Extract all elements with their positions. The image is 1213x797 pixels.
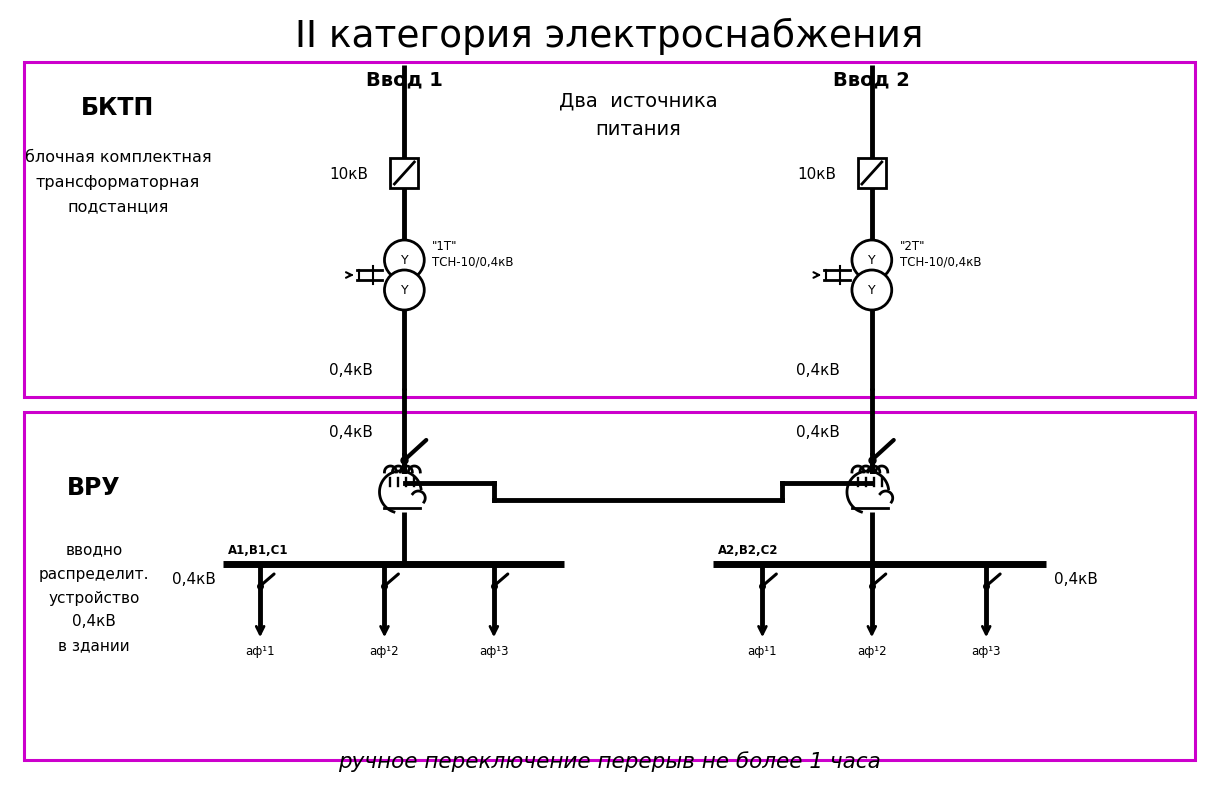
Text: "2Т"
ТСН-10/0,4кВ: "2Т" ТСН-10/0,4кВ — [900, 240, 981, 268]
Text: аф¹3: аф¹3 — [479, 645, 508, 658]
Text: блочная комплектная
трансформаторная
подстанция: блочная комплектная трансформаторная под… — [24, 150, 211, 214]
Bar — [24, 412, 1195, 760]
Text: Два  источника
питания: Два источника питания — [559, 92, 717, 139]
Text: 0,4кВ: 0,4кВ — [171, 572, 216, 587]
Text: ВРУ: ВРУ — [67, 476, 121, 500]
Text: Ввод 2: Ввод 2 — [833, 70, 910, 89]
Text: аф¹2: аф¹2 — [370, 645, 399, 658]
Text: Y: Y — [869, 284, 876, 296]
Text: БКТП: БКТП — [81, 96, 154, 120]
Circle shape — [852, 240, 892, 280]
Text: 0,4кВ: 0,4кВ — [796, 363, 841, 378]
Text: Ввод 1: Ввод 1 — [366, 70, 443, 89]
Text: Y: Y — [869, 253, 876, 266]
Bar — [858, 158, 885, 188]
Text: Y: Y — [400, 284, 409, 296]
Text: 0,4кВ: 0,4кВ — [329, 363, 372, 378]
Circle shape — [852, 270, 892, 310]
Text: 0,4кВ: 0,4кВ — [1054, 572, 1098, 587]
Text: 10кВ: 10кВ — [797, 167, 836, 182]
Text: А1,В1,С1: А1,В1,С1 — [228, 544, 289, 556]
Text: ручное переключение перерыв не более 1 часа: ручное переключение перерыв не более 1 ч… — [338, 752, 881, 772]
Text: аф¹3: аф¹3 — [972, 645, 1001, 658]
Text: 0,4кВ: 0,4кВ — [329, 425, 372, 439]
Text: аф¹1: аф¹1 — [245, 645, 275, 658]
Bar — [391, 158, 418, 188]
Circle shape — [385, 240, 425, 280]
Text: Y: Y — [400, 253, 409, 266]
Text: аф¹2: аф¹2 — [858, 645, 887, 658]
Text: аф¹1: аф¹1 — [747, 645, 778, 658]
Text: 10кВ: 10кВ — [330, 167, 369, 182]
Text: 0,4кВ: 0,4кВ — [796, 425, 841, 439]
Text: А2,В2,С2: А2,В2,С2 — [718, 544, 779, 556]
Text: "1Т"
ТСН-10/0,4кВ: "1Т" ТСН-10/0,4кВ — [432, 240, 514, 268]
Text: вводно
распределит.
устройство
0,4кВ
в здании: вводно распределит. устройство 0,4кВ в з… — [39, 543, 149, 654]
Bar — [24, 62, 1195, 397]
Text: II категория электроснабжения: II категория электроснабжения — [295, 18, 923, 55]
Circle shape — [385, 270, 425, 310]
